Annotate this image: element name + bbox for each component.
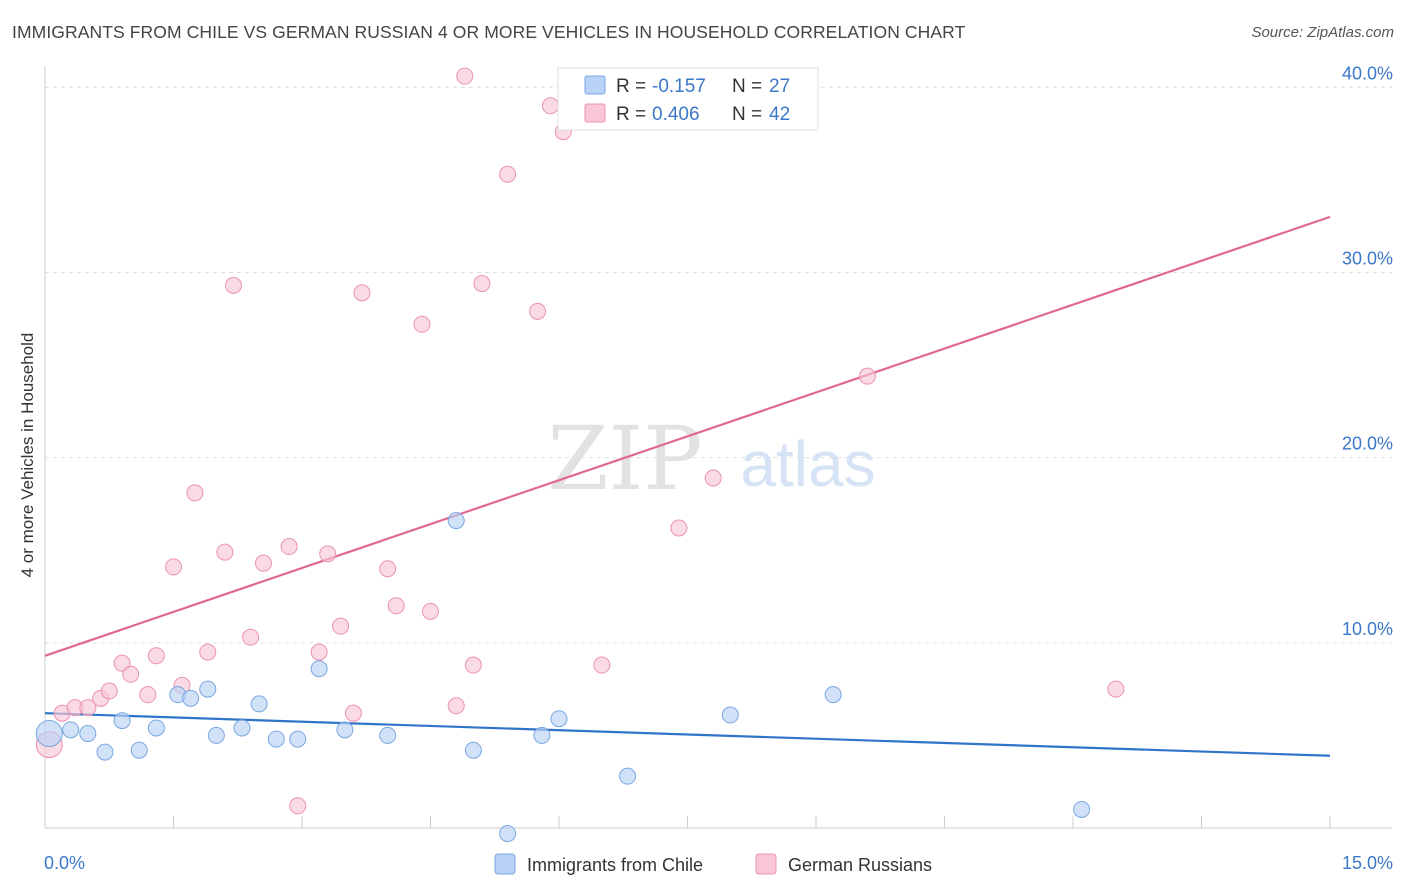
- german-russian-point: [353, 284, 371, 302]
- legend-chile-swatch: [494, 853, 516, 875]
- german-russian-point: [447, 697, 465, 715]
- chile-trend-line: [44, 712, 1331, 757]
- stats-legend: R = -0.157 N = 27 R = 0.406 N = 42: [557, 67, 819, 131]
- chile-point: [147, 719, 165, 737]
- gr-r-label: R =: [616, 104, 646, 125]
- german-russian-point: [224, 276, 242, 294]
- y-tick-label: 10.0%: [1342, 619, 1393, 639]
- chile-n-label: N =: [732, 76, 762, 97]
- german-russian-point: [858, 367, 876, 385]
- chile-point: [824, 686, 842, 704]
- german-russian-point: [186, 484, 204, 502]
- chile-point: [550, 710, 568, 728]
- german-russian-point: [344, 704, 362, 722]
- chile-point: [310, 660, 328, 678]
- chile-point: [379, 726, 397, 744]
- gr-r-value: 0.406: [652, 104, 700, 125]
- chile-point: [130, 741, 148, 759]
- data-points: [35, 67, 1125, 843]
- chile-r-label: R =: [616, 76, 646, 97]
- german-russian-swatch: [584, 103, 606, 123]
- tick-labels: 10.0% 20.0% 30.0% 40.0% 0.0% 15.0%: [44, 63, 1393, 873]
- german-russian-point: [413, 315, 431, 333]
- watermark-atlas: atlas: [740, 428, 875, 500]
- legend-german-russian-label: German Russians: [788, 855, 932, 875]
- german-russian-point: [704, 469, 722, 487]
- chile-point: [96, 743, 114, 761]
- chile-point: [207, 726, 225, 744]
- y-tick-label: 40.0%: [1342, 63, 1393, 83]
- chile-point: [619, 767, 637, 785]
- german-russian-point: [422, 602, 439, 620]
- chile-r-value: -0.157: [652, 76, 706, 97]
- german-russian-point: [199, 643, 217, 661]
- axes: [44, 66, 1392, 829]
- german-russian-point: [122, 665, 140, 683]
- trend-lines: [44, 215, 1331, 757]
- chile-point: [35, 720, 63, 748]
- chile-point: [1073, 800, 1091, 818]
- x-tick-label: 15.0%: [1342, 853, 1393, 873]
- german-russian-point: [280, 538, 298, 556]
- german-russian-point: [1107, 680, 1125, 698]
- source-label: Source: ZipAtlas.com: [1251, 24, 1394, 41]
- chile-point: [499, 825, 517, 843]
- chile-point: [79, 725, 97, 743]
- chile-point: [267, 730, 285, 748]
- german-russian-point: [310, 643, 328, 661]
- german-russian-point: [456, 67, 474, 85]
- german-russian-point: [332, 617, 350, 635]
- chile-point: [289, 730, 307, 748]
- chart-title: IMMIGRANTS FROM CHILE VS GERMAN RUSSIAN …: [12, 22, 966, 42]
- chile-point: [233, 719, 251, 737]
- german-russian-point: [529, 302, 547, 320]
- german-russian-point: [473, 275, 491, 293]
- chile-point: [721, 706, 739, 724]
- german-russian-point: [464, 656, 482, 674]
- german-russian-point: [100, 682, 118, 700]
- german-russian-point: [593, 656, 611, 674]
- chile-point: [447, 512, 465, 530]
- chile-swatch: [584, 75, 606, 95]
- series-legend: Immigrants from Chile German Russians: [494, 853, 932, 875]
- german-russian-point: [254, 554, 272, 572]
- chile-point: [336, 721, 354, 739]
- chile-point: [533, 726, 551, 744]
- german-russian-point: [165, 558, 182, 576]
- german-russian-point: [499, 165, 517, 183]
- german-russian-point: [670, 519, 688, 537]
- x-tick-label: 0.0%: [44, 853, 85, 873]
- german-russian-point: [147, 647, 165, 665]
- german-russian-point: [541, 97, 559, 115]
- y-tick-label: 30.0%: [1342, 248, 1393, 268]
- german-russian-point: [242, 628, 260, 646]
- german-russian-trend-line: [44, 215, 1331, 657]
- german-russian-point: [387, 597, 405, 615]
- chile-point: [250, 695, 268, 713]
- legend-german-russian-swatch: [755, 853, 777, 875]
- german-russian-point: [379, 560, 397, 578]
- y-tick-label: 20.0%: [1342, 434, 1393, 454]
- legend-chile-label: Immigrants from Chile: [527, 855, 703, 875]
- chile-point: [182, 689, 200, 707]
- grid: [45, 86, 1392, 644]
- chile-point: [199, 680, 217, 698]
- gr-n-value: 42: [769, 104, 790, 125]
- chile-point: [464, 741, 482, 759]
- german-russian-point: [79, 699, 97, 717]
- chile-point: [113, 712, 131, 730]
- german-russian-point: [289, 797, 307, 815]
- german-russian-point: [139, 686, 157, 704]
- chile-n-value: 27: [769, 76, 790, 97]
- watermark: ZIP atlas: [547, 407, 875, 510]
- gr-n-label: N =: [732, 104, 762, 125]
- y-axis-label: 4 or more Vehicles in Household: [18, 333, 37, 578]
- german-russian-point: [216, 543, 234, 561]
- german-russian-point: [319, 545, 337, 563]
- chile-point: [62, 721, 80, 739]
